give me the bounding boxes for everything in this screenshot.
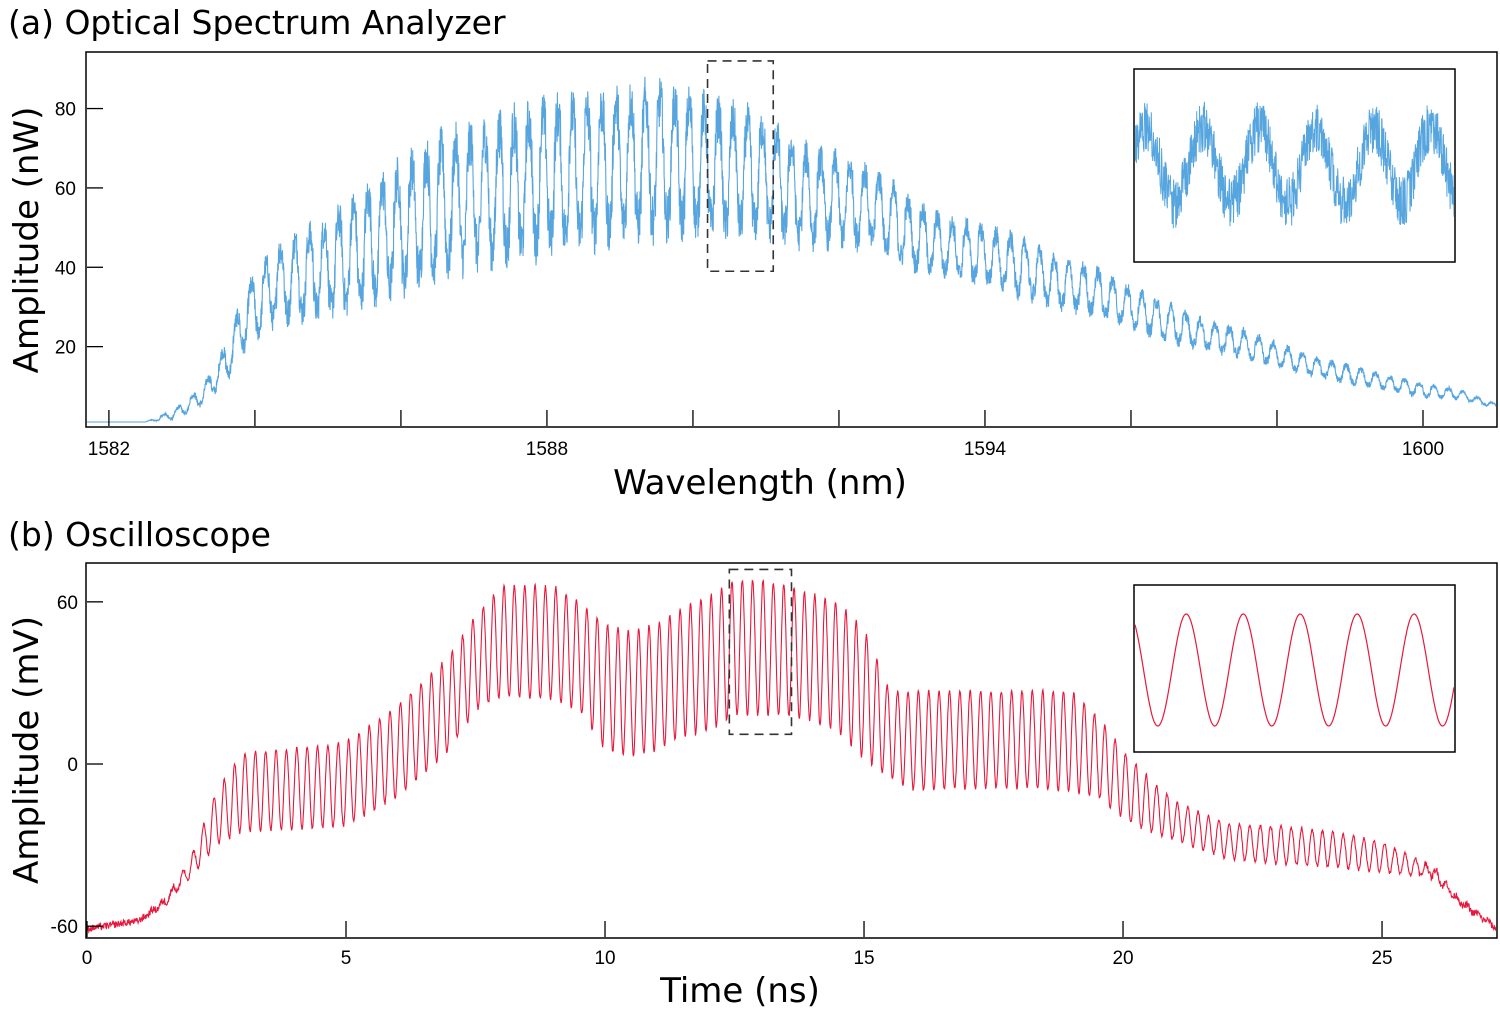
panel-b-y-axis-label: Amplitude (mV) <box>7 616 47 884</box>
panel-a-y-tick-label: 40 <box>55 258 76 279</box>
panel-a-title: (a) Optical Spectrum Analyzer <box>8 3 506 42</box>
panel-b-y-tick-label: 0 <box>67 755 78 776</box>
panel-b-x-tick-label: 20 <box>1112 948 1133 969</box>
panel-b-plot-frame <box>85 562 1498 939</box>
panel-b-series <box>87 579 1496 934</box>
panel-b-title: (b) Oscilloscope <box>8 515 271 554</box>
panel-b-y-tick-label: 60 <box>57 593 78 614</box>
panel-b-x-tick-label: 0 <box>82 948 93 969</box>
panel-a-inset-trace <box>1135 101 1454 229</box>
panel-b-waveform-line <box>87 579 1496 934</box>
panel-b-inset-line <box>1135 613 1454 727</box>
panel-b-inset-frame <box>1133 584 1456 753</box>
panel-a: (a) Optical Spectrum Analyzer 1582 1588 15… <box>7 3 1498 503</box>
panel-a-x-tick-label: 1594 <box>964 439 1007 460</box>
panel-a-spectrum-line <box>87 76 1496 423</box>
panel-b-y-tick-label: -60 <box>51 917 78 938</box>
panel-a-series <box>87 76 1496 423</box>
panel-a-y-tick-label: 20 <box>55 338 76 359</box>
panel-a-x-axis-label: Wavelength (nm) <box>613 463 907 503</box>
panel-b-x-tick-label: 15 <box>853 948 874 969</box>
panel-a-y-tick-label: 80 <box>55 100 76 121</box>
panel-a-y-tick-label: 60 <box>55 179 76 200</box>
panel-b-x-tick-label: 5 <box>341 948 352 969</box>
panel-a-inset-line <box>1135 101 1454 229</box>
panel-b-x-axis-label: Time (ns) <box>659 971 820 1011</box>
panel-b-inset-trace <box>1135 613 1454 727</box>
panel-b-x-tick-label: 25 <box>1371 948 1392 969</box>
panel-a-x-tick-label: 1582 <box>88 439 130 460</box>
panel-b-highlight-box <box>728 568 793 736</box>
panel-b-x-tick-label: 10 <box>594 948 615 969</box>
panel-a-x-tick-label: 1600 <box>1402 439 1444 460</box>
panel-a-highlight-box <box>706 60 775 273</box>
panel-a-plot-frame <box>85 51 1498 428</box>
panel-a-x-tick-label: 1588 <box>526 439 568 460</box>
panel-a-axis-ticks: 1582 1588 1594 1600 20 40 60 80 <box>55 100 1444 460</box>
panel-a-y-axis-label: Amplitude (nW) <box>7 107 47 374</box>
